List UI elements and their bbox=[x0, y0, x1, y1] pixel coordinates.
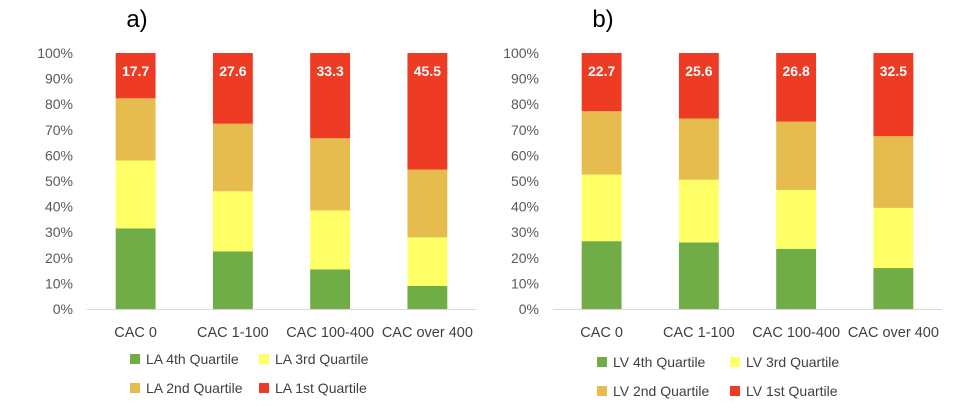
bar-segment bbox=[407, 285, 448, 309]
y-tick-label: 10% bbox=[511, 275, 539, 291]
y-tick-label: 10% bbox=[45, 275, 73, 291]
y-tick-label: 30% bbox=[511, 224, 539, 240]
legend-swatch bbox=[130, 383, 140, 393]
y-tick-label: 60% bbox=[511, 147, 539, 163]
x-tick-label: CAC over 400 bbox=[382, 325, 473, 341]
y-tick-label: 100% bbox=[503, 45, 539, 61]
bar-segment bbox=[776, 189, 817, 249]
legend-item: LV 2nd Quartile bbox=[597, 383, 709, 399]
bar-segment bbox=[407, 53, 448, 170]
bar-segment bbox=[581, 241, 622, 309]
bar-segment bbox=[115, 98, 156, 161]
data-label: 26.8 bbox=[783, 63, 810, 79]
data-label: 27.6 bbox=[219, 63, 246, 79]
bar-segment bbox=[873, 53, 914, 137]
bar-segment bbox=[776, 121, 817, 190]
bar-segment bbox=[678, 118, 719, 180]
chart-panel-1: b) 0% 10% 20% 30% 40% 50% 60% 70% 80% 90% 100% 22.7 C… bbox=[503, 6, 942, 399]
x-tick-label: CAC 0 bbox=[580, 325, 623, 341]
panel-label: b) bbox=[592, 6, 613, 33]
bar-segment bbox=[310, 138, 351, 211]
legend-swatch bbox=[259, 354, 269, 364]
x-tick-label: CAC 100-400 bbox=[752, 325, 840, 341]
y-tick-label: 20% bbox=[511, 250, 539, 266]
bar-segment bbox=[678, 179, 719, 243]
y-tick-label: 40% bbox=[45, 199, 73, 215]
legend-label: LV 3rd Quartile bbox=[746, 354, 839, 370]
legend-item: LV 4th Quartile bbox=[597, 354, 706, 370]
bar-segment bbox=[776, 53, 817, 122]
y-tick-label: 70% bbox=[511, 122, 539, 138]
data-label: 32.5 bbox=[880, 63, 907, 79]
data-label: 22.7 bbox=[588, 63, 615, 79]
x-tick-label: CAC 0 bbox=[114, 325, 157, 341]
y-tick-label: 90% bbox=[511, 71, 539, 87]
legend-item: LA 2nd Quartile bbox=[130, 380, 243, 396]
bar-segment bbox=[115, 160, 156, 229]
data-label: 33.3 bbox=[317, 63, 344, 79]
data-label: 17.7 bbox=[122, 63, 149, 79]
legend-swatch bbox=[730, 386, 740, 396]
bar-segment bbox=[115, 228, 156, 309]
legend-item: LA 3rd Quartile bbox=[259, 351, 369, 367]
y-tick-label: 20% bbox=[45, 250, 73, 266]
y-tick-label: 50% bbox=[511, 173, 539, 189]
bar-segment bbox=[310, 269, 351, 309]
bar-segment bbox=[407, 237, 448, 286]
data-label: 25.6 bbox=[685, 63, 712, 79]
bar-segment bbox=[212, 191, 253, 252]
bar-segment bbox=[310, 210, 351, 270]
legend-item: LV 1st Quartile bbox=[730, 383, 838, 399]
y-tick-label: 50% bbox=[45, 173, 73, 189]
x-tick-label: CAC 1-100 bbox=[197, 325, 269, 341]
y-tick-label: 60% bbox=[45, 147, 73, 163]
bar-segment bbox=[212, 53, 253, 124]
legend-label: LA 1st Quartile bbox=[275, 380, 367, 396]
y-tick-label: 0% bbox=[53, 301, 73, 317]
legend-item: LA 4th Quartile bbox=[130, 351, 239, 367]
y-tick-label: 90% bbox=[45, 71, 73, 87]
y-tick-label: 30% bbox=[45, 224, 73, 240]
y-tick-label: 100% bbox=[37, 45, 73, 61]
bar-segment bbox=[212, 251, 253, 309]
legend-swatch bbox=[597, 386, 607, 396]
x-tick-label: CAC 100-400 bbox=[286, 325, 374, 341]
legend-swatch bbox=[730, 357, 740, 367]
y-tick-label: 80% bbox=[45, 96, 73, 112]
bar-segment bbox=[678, 242, 719, 309]
legend-label: LA 2nd Quartile bbox=[146, 380, 243, 396]
chart-panel-0: a) 0% 10% 20% 30% 40% 50% 60% 70% 80% 90% 100% 17.7 C… bbox=[37, 6, 476, 396]
legend-swatch bbox=[130, 354, 140, 364]
legend-label: LA 3rd Quartile bbox=[275, 351, 369, 367]
legend-label: LV 4th Quartile bbox=[613, 354, 706, 370]
bar-segment bbox=[581, 53, 622, 112]
legend-label: LA 4th Quartile bbox=[146, 351, 239, 367]
legend-swatch bbox=[259, 383, 269, 393]
y-tick-label: 70% bbox=[45, 122, 73, 138]
x-tick-label: CAC over 400 bbox=[848, 325, 939, 341]
x-tick-label: CAC 1-100 bbox=[663, 325, 735, 341]
bar-segment bbox=[873, 268, 914, 309]
legend-swatch bbox=[597, 357, 607, 367]
legend-label: LV 2nd Quartile bbox=[613, 383, 709, 399]
y-tick-label: 80% bbox=[511, 96, 539, 112]
bar-segment bbox=[873, 207, 914, 269]
bar-segment bbox=[310, 53, 351, 139]
bar-segment bbox=[776, 248, 817, 309]
bar-segment bbox=[212, 123, 253, 192]
data-label: 45.5 bbox=[414, 63, 441, 79]
bar-segment bbox=[873, 136, 914, 208]
legend-item: LV 3rd Quartile bbox=[730, 354, 839, 370]
bar-segment bbox=[407, 169, 448, 238]
legend-item: LA 1st Quartile bbox=[259, 380, 367, 396]
y-tick-label: 0% bbox=[519, 301, 539, 317]
bar-segment bbox=[115, 53, 156, 99]
y-tick-label: 40% bbox=[511, 199, 539, 215]
bar-segment bbox=[678, 53, 719, 119]
legend-label: LV 1st Quartile bbox=[746, 383, 838, 399]
bar-segment bbox=[581, 111, 622, 175]
bar-segment bbox=[581, 174, 622, 242]
panel-label: a) bbox=[126, 6, 147, 33]
